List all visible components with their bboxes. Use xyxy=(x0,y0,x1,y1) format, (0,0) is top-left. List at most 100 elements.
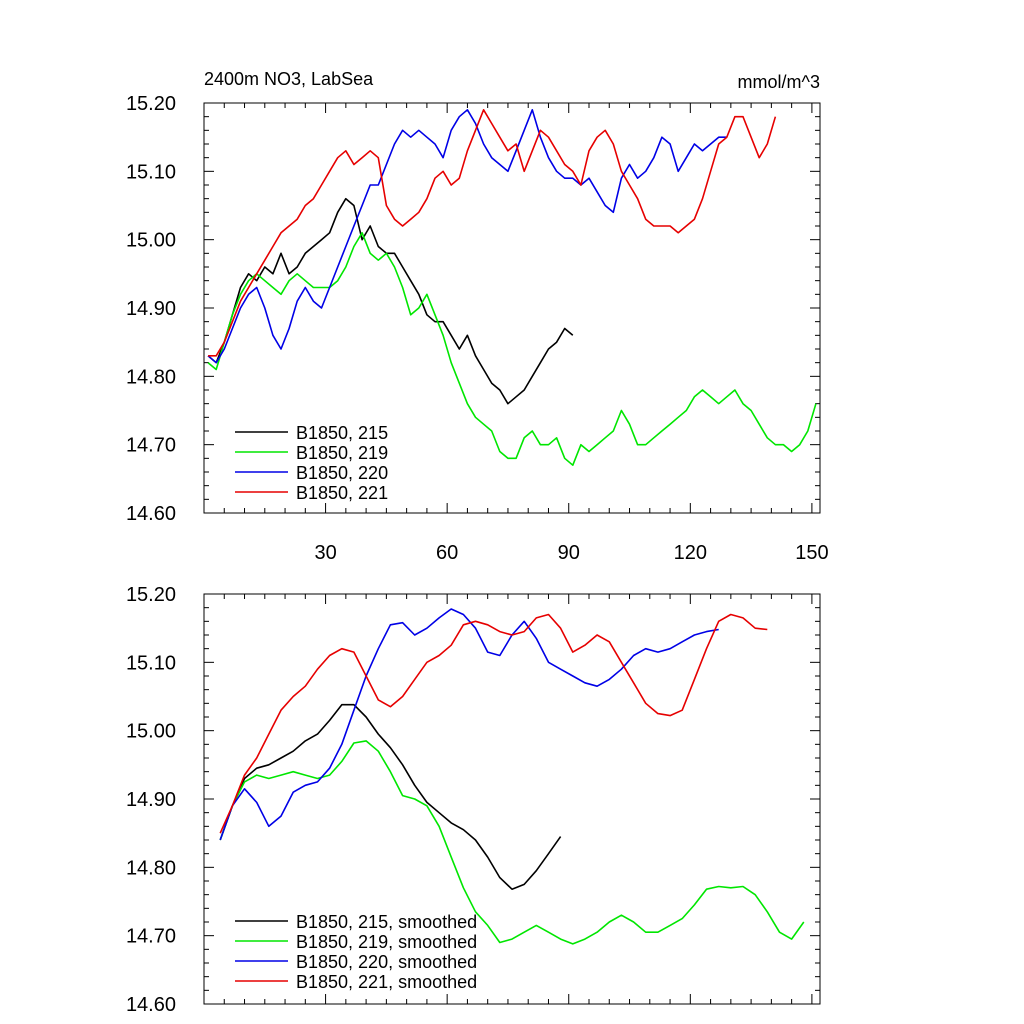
data-point xyxy=(710,143,712,145)
data-point xyxy=(475,416,477,418)
data-point xyxy=(547,661,549,663)
data-point xyxy=(353,704,355,706)
data-point xyxy=(248,273,250,275)
data-point xyxy=(560,627,562,629)
data-point xyxy=(766,437,768,439)
data-point xyxy=(438,617,440,619)
data-point xyxy=(499,136,501,138)
data-point xyxy=(393,218,395,220)
data-point xyxy=(718,629,720,631)
legend-label-0: B1850, 215 xyxy=(296,423,388,443)
data-point xyxy=(231,321,233,323)
data-point xyxy=(499,655,501,657)
data-point xyxy=(653,437,655,439)
data-point xyxy=(515,457,517,459)
data-point xyxy=(244,781,246,783)
data-point xyxy=(402,266,404,268)
data-point xyxy=(462,887,464,889)
y-tick-label: 15.10 xyxy=(126,652,176,674)
data-point xyxy=(596,685,598,687)
data-point xyxy=(620,170,622,172)
data-point xyxy=(369,184,371,186)
data-point xyxy=(661,225,663,227)
data-point xyxy=(523,170,525,172)
data-point xyxy=(389,624,391,626)
data-point xyxy=(523,883,525,885)
data-point xyxy=(547,136,549,138)
data-point xyxy=(633,921,635,923)
data-point xyxy=(248,280,250,282)
legend-label-3: B1850, 221, smoothed xyxy=(296,972,477,992)
data-point xyxy=(685,225,687,227)
data-point xyxy=(531,375,533,377)
data-point xyxy=(292,696,294,698)
data-point xyxy=(754,627,756,629)
data-point xyxy=(633,682,635,684)
data-point xyxy=(572,177,574,179)
y-tick-label: 14.90 xyxy=(126,298,176,320)
data-point xyxy=(669,648,671,650)
data-point xyxy=(669,143,671,145)
data-point xyxy=(329,767,331,769)
data-point xyxy=(620,661,622,663)
data-point xyxy=(450,334,452,336)
y-tick-label: 14.60 xyxy=(126,503,176,525)
data-point xyxy=(280,709,282,711)
data-point xyxy=(385,252,387,254)
data-point xyxy=(215,369,217,371)
data-point xyxy=(706,631,708,633)
data-point xyxy=(483,143,485,145)
data-point xyxy=(272,273,274,275)
chart-title: 2400m NO3, LabSea xyxy=(204,69,374,89)
data-point xyxy=(475,355,477,357)
data-point xyxy=(248,293,250,295)
data-point xyxy=(434,321,436,323)
data-point xyxy=(402,622,404,624)
data-point xyxy=(560,938,562,940)
data-point xyxy=(661,136,663,138)
data-point xyxy=(604,437,606,439)
data-point xyxy=(791,451,793,453)
data-point xyxy=(426,198,428,200)
series-line-3 xyxy=(208,109,777,357)
data-point xyxy=(402,764,404,766)
data-point xyxy=(369,225,371,227)
data-point xyxy=(584,938,586,940)
data-point xyxy=(677,416,679,418)
data-point xyxy=(612,211,614,213)
data-point xyxy=(402,129,404,131)
data-point xyxy=(207,362,209,364)
data-point xyxy=(612,143,614,145)
data-point xyxy=(693,678,695,680)
data-point xyxy=(244,774,246,776)
data-point xyxy=(389,747,391,749)
data-point xyxy=(377,648,379,650)
data-point xyxy=(215,362,217,364)
data-point xyxy=(239,307,241,309)
data-point xyxy=(633,655,635,657)
data-point xyxy=(604,205,606,207)
data-point xyxy=(438,812,440,814)
data-point xyxy=(657,651,659,653)
series-line-2 xyxy=(219,608,719,841)
data-point xyxy=(681,641,683,643)
data-point xyxy=(231,314,233,316)
data-point xyxy=(535,870,537,872)
data-point xyxy=(511,938,513,940)
data-point xyxy=(657,931,659,933)
data-point xyxy=(414,678,416,680)
data-point xyxy=(710,396,712,398)
data-point xyxy=(288,273,290,275)
data-point xyxy=(547,931,549,933)
data-point xyxy=(487,651,489,653)
data-point xyxy=(426,314,428,316)
data-point xyxy=(280,232,282,234)
data-point xyxy=(734,116,736,118)
data-point xyxy=(442,321,444,323)
legend-label-0: B1850, 215, smoothed xyxy=(296,912,477,932)
data-point xyxy=(316,668,318,670)
data-point xyxy=(669,423,671,425)
data-point xyxy=(499,942,501,944)
data-point xyxy=(507,170,509,172)
